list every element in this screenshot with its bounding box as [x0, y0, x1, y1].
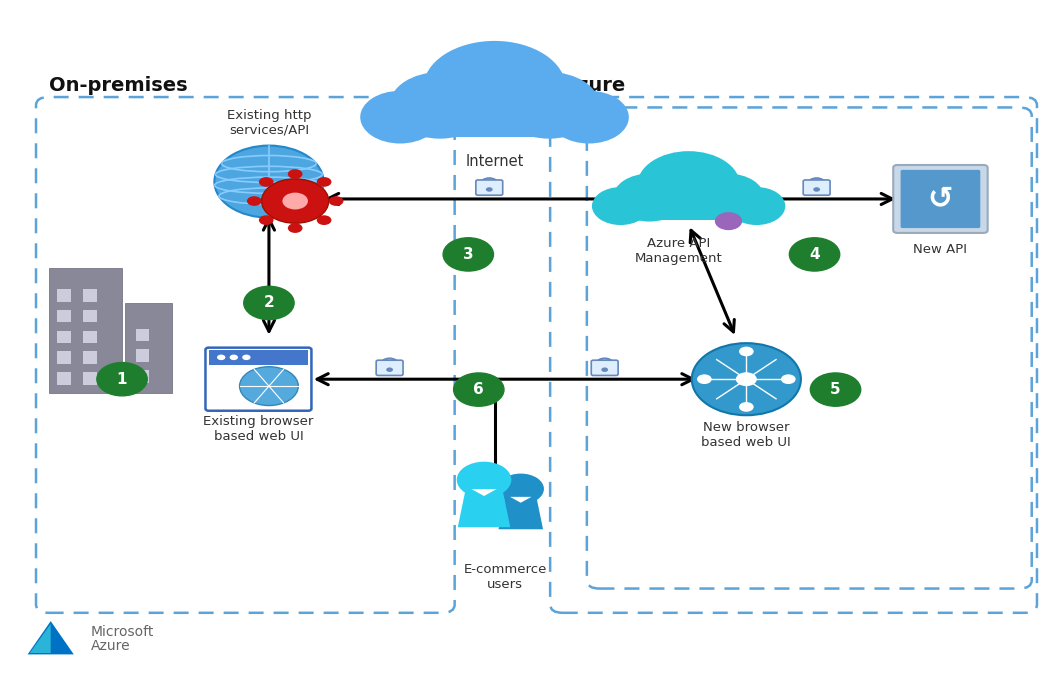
Circle shape	[217, 354, 225, 360]
Text: 1: 1	[117, 372, 127, 387]
Circle shape	[457, 461, 511, 498]
FancyBboxPatch shape	[83, 351, 97, 364]
Polygon shape	[458, 489, 510, 527]
FancyBboxPatch shape	[136, 329, 149, 341]
Text: 4: 4	[809, 247, 820, 262]
Circle shape	[317, 177, 331, 187]
Circle shape	[423, 41, 566, 135]
Circle shape	[715, 212, 742, 230]
FancyBboxPatch shape	[136, 349, 149, 362]
Text: Internet: Internet	[465, 154, 524, 169]
FancyBboxPatch shape	[83, 289, 97, 301]
Text: Azure API
Management: Azure API Management	[634, 237, 722, 265]
FancyBboxPatch shape	[893, 165, 988, 233]
FancyBboxPatch shape	[57, 372, 70, 385]
FancyBboxPatch shape	[136, 370, 149, 383]
Text: 2: 2	[264, 295, 275, 310]
Circle shape	[453, 373, 504, 406]
FancyBboxPatch shape	[57, 351, 70, 364]
FancyBboxPatch shape	[591, 361, 619, 375]
Polygon shape	[27, 621, 74, 654]
Circle shape	[360, 90, 440, 143]
Circle shape	[282, 193, 308, 209]
Circle shape	[262, 179, 328, 223]
FancyBboxPatch shape	[48, 268, 122, 393]
FancyBboxPatch shape	[125, 303, 173, 393]
Circle shape	[288, 169, 303, 179]
Circle shape	[247, 196, 262, 206]
Circle shape	[638, 151, 740, 219]
Circle shape	[592, 187, 649, 225]
Circle shape	[813, 187, 821, 191]
Circle shape	[697, 374, 712, 384]
Polygon shape	[499, 497, 543, 529]
FancyBboxPatch shape	[83, 331, 97, 343]
Circle shape	[389, 72, 490, 139]
FancyBboxPatch shape	[57, 289, 70, 301]
Circle shape	[443, 238, 493, 271]
Circle shape	[739, 402, 753, 412]
FancyBboxPatch shape	[205, 348, 311, 411]
FancyBboxPatch shape	[83, 372, 97, 385]
FancyBboxPatch shape	[83, 310, 97, 322]
Circle shape	[549, 90, 629, 143]
Circle shape	[317, 215, 331, 225]
Circle shape	[498, 473, 544, 504]
Text: E-commerce
users: E-commerce users	[463, 563, 547, 591]
Circle shape	[691, 173, 764, 221]
Circle shape	[259, 215, 274, 225]
Polygon shape	[471, 489, 497, 496]
Circle shape	[288, 223, 303, 233]
Circle shape	[242, 354, 250, 360]
FancyBboxPatch shape	[57, 331, 70, 343]
Text: New browser
based web UI: New browser based web UI	[702, 421, 791, 449]
Text: On-premises: On-premises	[48, 76, 187, 95]
FancyBboxPatch shape	[901, 170, 980, 228]
FancyBboxPatch shape	[373, 103, 615, 136]
FancyBboxPatch shape	[57, 310, 70, 322]
Text: 5: 5	[830, 382, 841, 397]
Circle shape	[692, 343, 801, 416]
Polygon shape	[29, 624, 50, 653]
Circle shape	[486, 187, 492, 191]
Circle shape	[240, 367, 299, 406]
Text: Azure: Azure	[90, 639, 130, 653]
Circle shape	[728, 187, 786, 225]
Circle shape	[215, 145, 324, 218]
Text: Existing http
services/API: Existing http services/API	[226, 109, 311, 136]
Circle shape	[789, 238, 839, 271]
Text: 6: 6	[473, 382, 484, 397]
FancyBboxPatch shape	[377, 361, 403, 375]
Circle shape	[386, 367, 393, 372]
Circle shape	[328, 196, 343, 206]
Circle shape	[499, 72, 600, 139]
Circle shape	[613, 173, 686, 221]
FancyBboxPatch shape	[602, 196, 775, 220]
Circle shape	[735, 372, 756, 386]
Text: 3: 3	[463, 247, 473, 262]
Text: Microsoft: Microsoft	[90, 625, 154, 639]
Text: New API: New API	[913, 243, 968, 255]
Circle shape	[602, 367, 608, 372]
Text: Azure: Azure	[563, 76, 626, 95]
FancyBboxPatch shape	[208, 349, 308, 365]
Text: ↺: ↺	[928, 184, 953, 214]
FancyBboxPatch shape	[476, 180, 503, 195]
Circle shape	[739, 347, 753, 356]
FancyBboxPatch shape	[804, 180, 830, 195]
Circle shape	[810, 373, 861, 406]
Circle shape	[97, 363, 147, 396]
Polygon shape	[510, 497, 531, 503]
Circle shape	[244, 286, 295, 319]
Text: Existing browser
based web UI: Existing browser based web UI	[203, 416, 313, 443]
Circle shape	[229, 354, 238, 360]
Circle shape	[259, 177, 274, 187]
Circle shape	[781, 374, 795, 384]
